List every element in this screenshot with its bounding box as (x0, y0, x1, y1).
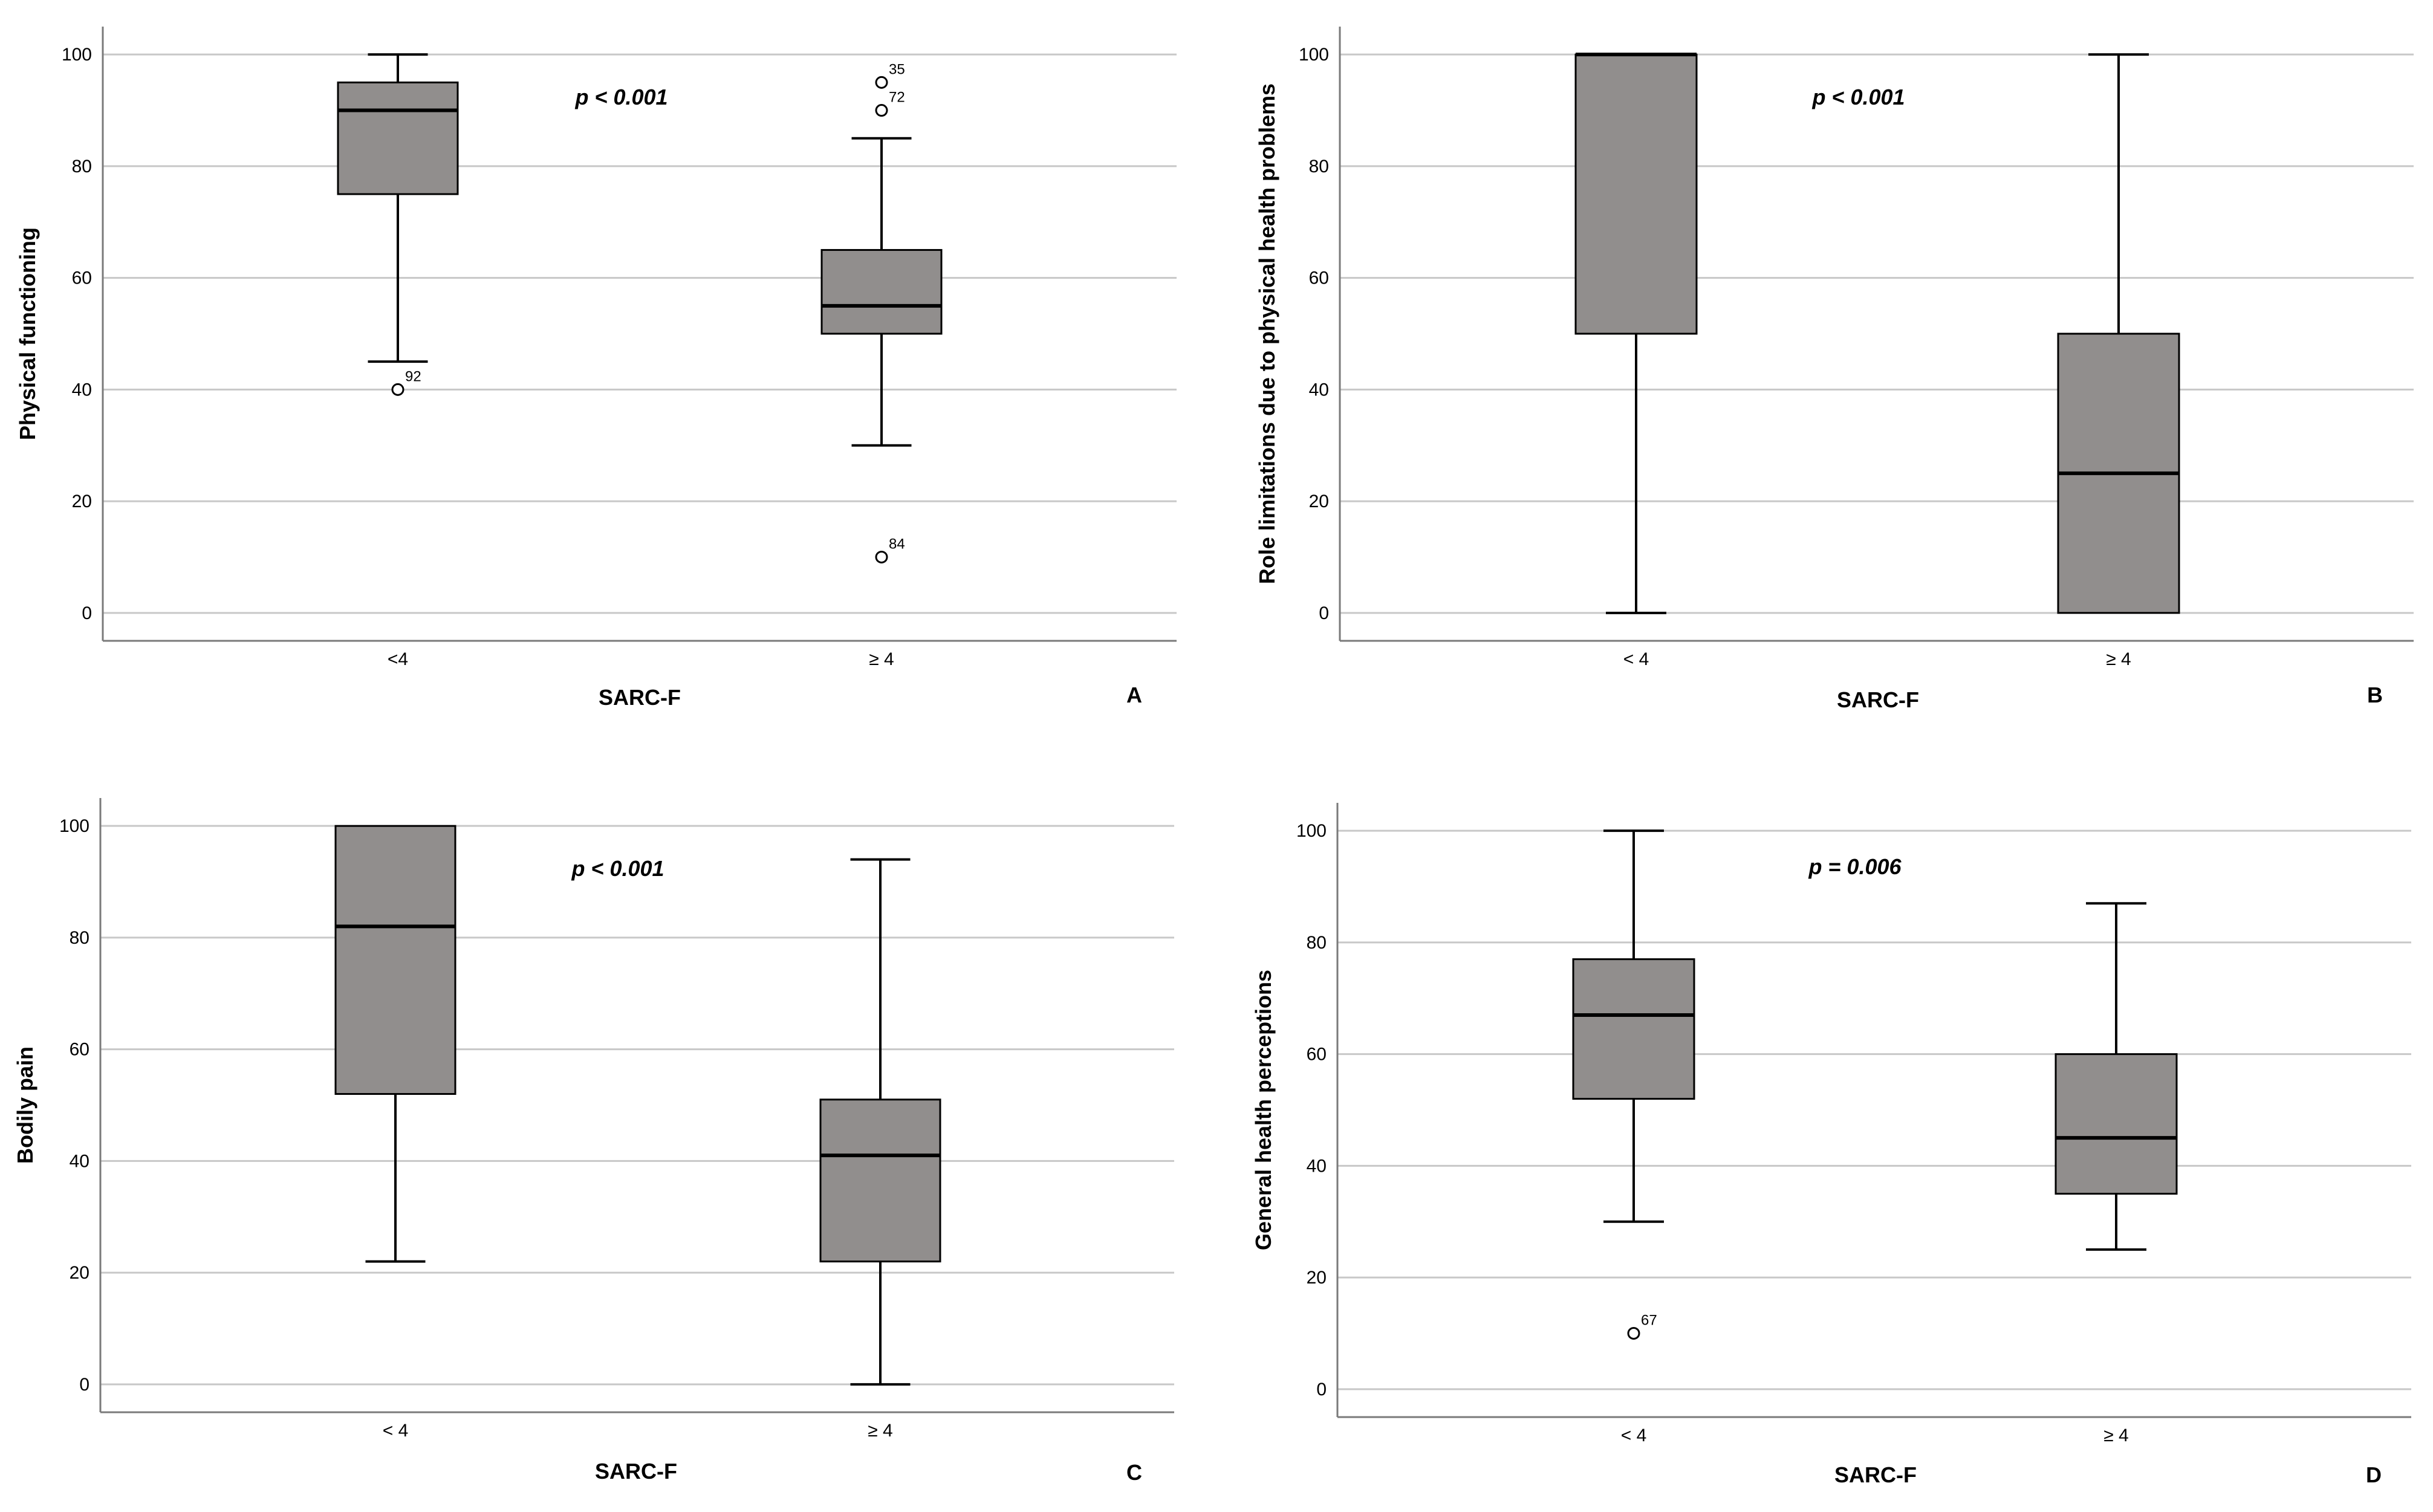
panel-d-ytick-40: 40 (1307, 1156, 1327, 1176)
panel-a-ytick-40: 40 (72, 380, 92, 400)
panel-a-box-2-iqr (820, 248, 943, 335)
panel-a-ytick-20: 20 (72, 492, 92, 511)
panel-d-ytick-0: 0 (1316, 1380, 1327, 1400)
panel-c-ytick-100: 100 (59, 816, 89, 836)
panel-b-xtick-2: ≥ 4 (2106, 649, 2131, 669)
panel-c-p-value: p < 0.001 (571, 856, 664, 881)
panel-b-p-value: p < 0.001 (1811, 85, 1905, 109)
panel-a-box-1-outlier-1 (391, 383, 404, 396)
panel-c-ytick-20: 20 (70, 1263, 89, 1283)
panel-d-ylabel: General health perceptions (1251, 970, 1276, 1250)
panel-a-xtick-1: <4 (388, 649, 408, 669)
panel-a-ylabel: Physical functioning (15, 227, 40, 440)
panel-a-ytick-80: 80 (72, 157, 92, 177)
panel-a-box-2-outlier-3 (875, 550, 888, 563)
panel-c-xlabel: SARC-F (595, 1459, 677, 1484)
panel-d-box-2-iqr (2055, 1053, 2178, 1195)
panel-b-letter: B (2367, 683, 2383, 707)
panel-c-ylabel: Bodily pain (13, 1046, 37, 1164)
panel-d-box-1-outlier-1 (1627, 1326, 1640, 1340)
panel-b-ytick-20: 20 (1309, 492, 1329, 511)
panel-b-xtick-1: < 4 (1623, 649, 1649, 669)
panel-b-xlabel: SARC-F (1837, 687, 1919, 712)
panel-d-p-value: p = 0.006 (1808, 854, 1902, 879)
panel-c-box-2-iqr (819, 1098, 941, 1263)
panel-d-ytick-20: 20 (1307, 1268, 1327, 1288)
panel-d-xlabel: SARC-F (1834, 1462, 1917, 1487)
panel-b-ytick-100: 100 (1299, 45, 1329, 65)
panel-d-letter: D (2366, 1462, 2382, 1487)
panel-c-ytick-60: 60 (70, 1040, 89, 1060)
panel-a-ytick-0: 0 (82, 603, 92, 623)
panel-c-letter: C (1126, 1460, 1142, 1485)
panel-c-xtick-2: ≥ 4 (868, 1421, 892, 1441)
panel-b-ytick-80: 80 (1309, 157, 1329, 177)
panel-c-ytick-80: 80 (70, 928, 89, 948)
panel-a-xtick-2: ≥ 4 (869, 649, 894, 669)
panel-d-xtick-2: ≥ 4 (2103, 1426, 2128, 1445)
panel-b-ytick-40: 40 (1309, 380, 1329, 400)
panel-a-box-1-outlier-1-label: 92 (405, 368, 421, 384)
panel-c-box-1-iqr (334, 825, 456, 1095)
panel-b-box-1-iqr (1574, 53, 1698, 335)
panel-d-ytick-100: 100 (1296, 821, 1327, 841)
panel-a-ytick-60: 60 (72, 268, 92, 288)
panel-d-ytick-60: 60 (1307, 1045, 1327, 1065)
panel-a-p-value: p < 0.001 (574, 85, 668, 109)
panel-c-xtick-1: < 4 (383, 1421, 409, 1441)
panel-a-ytick-100: 100 (62, 45, 92, 65)
panel-a-xlabel: SARC-F (599, 685, 681, 710)
panel-b-ylabel: Role limitations due to physical health … (1255, 83, 1279, 584)
panel-d-ytick-80: 80 (1307, 933, 1327, 953)
panel-a-box-2-outlier-2-label: 72 (889, 89, 905, 106)
panel-b-ytick-0: 0 (1319, 603, 1329, 623)
panel-a-box-2-outlier-3-label: 84 (889, 536, 905, 552)
panel-a-box-2-outlier-2 (875, 104, 888, 117)
panel-c-ytick-0: 0 (79, 1375, 89, 1395)
panel-d-xtick-1: < 4 (1621, 1426, 1647, 1445)
panel-a-box-1-iqr (337, 81, 459, 195)
panel-a-letter: A (1126, 683, 1142, 707)
panel-a-box-2-outlier-1-label: 35 (889, 61, 905, 77)
panel-a-box-2-outlier-1 (875, 76, 888, 89)
panel-c-ytick-40: 40 (70, 1151, 89, 1171)
panel-d-box-1-iqr (1572, 958, 1695, 1100)
panel-b-ytick-60: 60 (1309, 268, 1329, 288)
panel-d-box-1-outlier-1-label: 67 (1641, 1312, 1657, 1328)
